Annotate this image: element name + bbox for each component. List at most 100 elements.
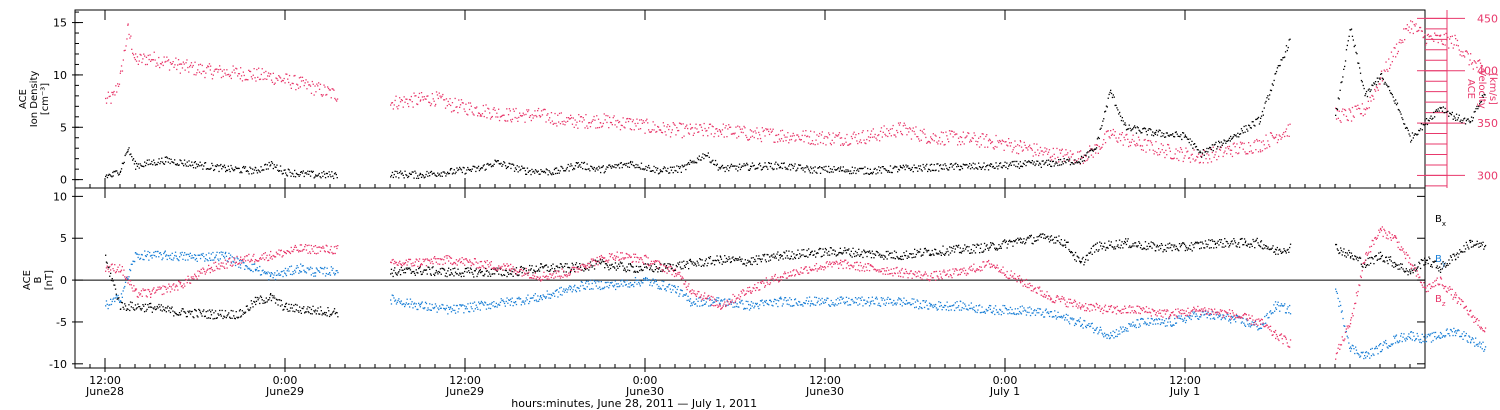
bx-point [1279,248,1281,250]
bx-point [646,267,648,269]
density-point [200,165,202,167]
bx-point [704,260,707,262]
density-point [986,165,988,167]
velocity-point [1084,160,1086,162]
bx-point [1247,243,1249,245]
velocity-point [1276,141,1279,144]
velocity-point [1246,152,1248,155]
velocity-point [1347,119,1349,122]
by-point [424,307,426,309]
velocity-point [885,135,887,137]
density-point [307,170,309,172]
velocity-point [723,136,725,138]
by-point [413,303,415,305]
bx-point [422,271,424,273]
velocity-point [396,106,398,108]
density-point [1395,104,1398,106]
bx-point [208,309,211,311]
density-point [483,164,485,166]
bx-point [921,254,923,256]
density-point [730,163,733,165]
density-point [1420,123,1423,125]
bx-point [430,274,432,276]
velocity-point [1152,149,1154,151]
velocity-point [1051,155,1054,157]
velocity-point [464,110,466,113]
density-point [1093,148,1095,151]
velocity-point [1004,141,1006,143]
density-point [552,173,555,175]
density-point [1423,124,1425,126]
velocity-point [1045,150,1047,152]
velocity-point [144,63,147,66]
bx-point [1469,239,1471,242]
velocity-point [1269,132,1272,134]
bx-point [623,269,625,271]
bx-point [491,273,493,275]
bx-point [303,306,305,308]
velocity-point [236,68,238,70]
velocity-point [311,80,313,83]
bx-point [700,265,702,267]
bx-point [1183,242,1185,244]
velocity-point [1113,134,1115,136]
velocity-point [512,108,514,110]
bx-point [957,246,959,248]
bx-point [1456,252,1458,254]
density-point [291,172,293,174]
velocity-point [1068,160,1071,162]
velocity-point [1460,50,1462,53]
density-point [885,169,887,171]
velocity-point [558,121,560,123]
velocity-point [209,69,211,71]
density-point [1130,130,1132,132]
velocity-point [605,114,607,117]
density-point [726,168,728,170]
bx-point [840,252,843,254]
density-point [1126,128,1129,130]
density-point [1066,159,1068,161]
bx-point [1114,248,1117,250]
by-point [390,299,392,301]
density-point [925,165,927,167]
bx-point [1405,268,1407,270]
velocity-point [831,139,833,141]
by-point [196,260,198,262]
by-point [464,308,467,310]
bx-point [720,258,723,260]
density-point [738,166,740,168]
velocity-point [174,64,176,66]
bx-point [1120,244,1122,246]
density-point [247,170,249,173]
bx-point [460,275,462,278]
density-point [759,165,762,167]
velocity-point [964,137,966,139]
density-point [1464,123,1467,125]
velocity-point [887,135,889,138]
density-point [1143,127,1146,129]
velocity-point [794,140,796,142]
velocity-point [1146,144,1148,146]
velocity-point [1208,154,1210,156]
velocity-point [1404,28,1407,30]
by-point [254,268,257,271]
density-point [1221,144,1223,146]
velocity-point [1050,159,1053,161]
bx-point [598,262,601,264]
velocity-point [766,129,768,131]
velocity-point [836,135,838,137]
velocity-point [844,137,846,140]
bx-point [624,269,626,271]
velocity-point [1122,144,1124,146]
bx-point [1450,256,1452,258]
velocity-point [404,101,406,103]
velocity-point [1260,151,1262,153]
density-point [1008,165,1010,167]
density-point [755,167,757,170]
density-point [902,164,904,166]
density-point [1227,140,1229,142]
density-point [768,162,771,164]
bx-point [917,251,919,254]
velocity-point [1263,144,1265,146]
velocity-point [1365,109,1367,111]
